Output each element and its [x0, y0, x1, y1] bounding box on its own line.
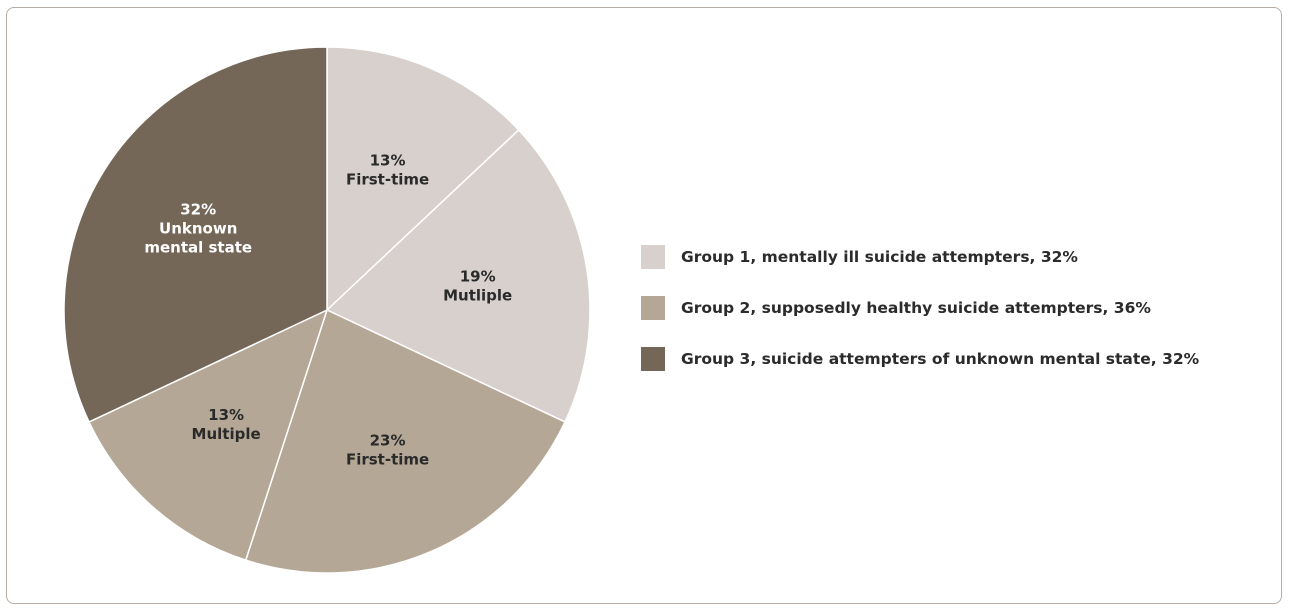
- pie-slice-5: [63, 46, 328, 423]
- pie-slice-label-1: 13% First-time: [346, 152, 429, 189]
- legend-swatch-group-1: [641, 245, 665, 269]
- legend-label-group-1: Group 1, mentally ill suicide attempters…: [681, 248, 1078, 266]
- pie-slice-4: [88, 308, 329, 562]
- legend-swatch-group-2: [641, 296, 665, 320]
- legend-swatch-group-3: [641, 347, 665, 371]
- legend-item-group-1: Group 1, mentally ill suicide attempters…: [641, 244, 1199, 270]
- pie-slice-label-3: 23% First-time: [346, 431, 429, 468]
- pie-slice-label-4: 13% Multiple: [192, 406, 261, 443]
- legend-label-group-3: Group 3, suicide attempters of unknown m…: [681, 350, 1200, 368]
- legend-item-group-2: Group 2, supposedly healthy suicide atte…: [641, 295, 1199, 321]
- legend-item-group-3: Group 3, suicide attempters of unknown m…: [641, 346, 1199, 372]
- legend-label-group-2: Group 2, supposedly healthy suicide atte…: [681, 299, 1151, 317]
- legend: Group 1, mentally ill suicide attempters…: [641, 244, 1199, 397]
- pie-slice-2: [325, 128, 591, 423]
- pie-slice-1: [326, 46, 520, 312]
- pie-slice-label-5: 32% Unknown mental state: [144, 200, 252, 256]
- pie-slice-label-2: 19% Mutliple: [443, 268, 512, 305]
- pie-slice-3: [244, 308, 566, 574]
